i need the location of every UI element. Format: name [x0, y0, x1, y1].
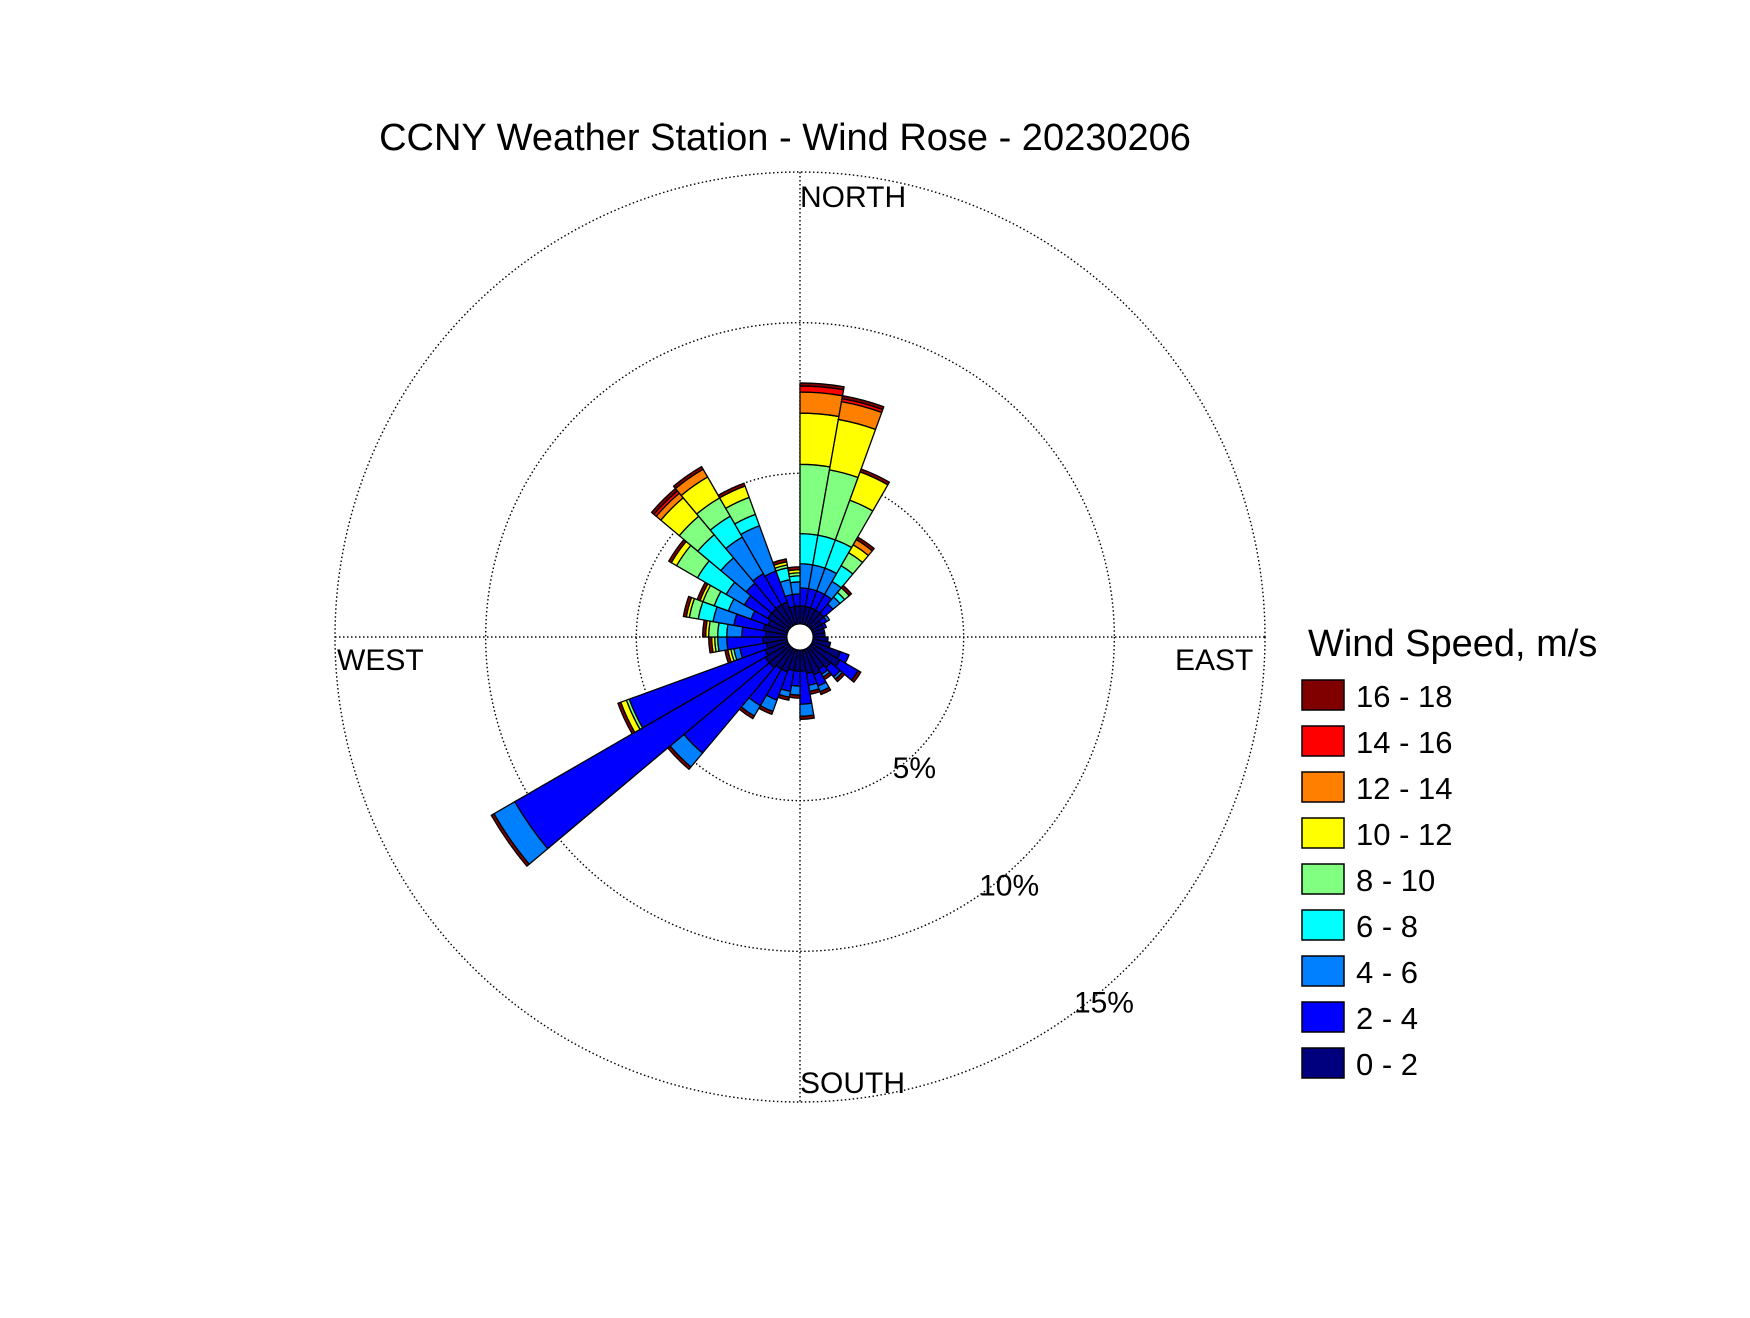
sector-segment: [791, 593, 801, 608]
legend: 16 - 18 14 - 16 12 - 14 10 - 12 8 - 10 6 - 8 4…: [1301, 679, 1453, 1082]
legend-label: 12 - 14: [1356, 771, 1453, 806]
sector-segment: [840, 584, 853, 597]
legend-swatch: [1301, 725, 1345, 757]
sector-segment: [799, 382, 845, 391]
sector-segment: [799, 702, 815, 717]
direction-label-north: NORTH: [800, 181, 906, 214]
legend-label: 8 - 10: [1356, 863, 1435, 898]
sector-segment: [821, 622, 828, 630]
direction-label-east: EAST: [1175, 644, 1253, 677]
direction-label-south: SOUTH: [800, 1067, 905, 1100]
sector-segment: [823, 614, 831, 623]
sector-segment: [859, 468, 891, 486]
sector-segment: [789, 581, 801, 596]
sector-segment: [787, 566, 801, 572]
radial-tick-label: 15%: [1074, 986, 1134, 1019]
legend-swatch: [1301, 679, 1345, 711]
radial-tick-label: 5%: [893, 752, 936, 785]
legend-label: 10 - 12: [1356, 817, 1453, 852]
sector-segment: [772, 558, 788, 566]
direction-label-west: WEST: [337, 644, 424, 677]
legend-label: 2 - 4: [1356, 1001, 1418, 1036]
legend-swatch: [1301, 1047, 1345, 1079]
legend-swatch: [1301, 909, 1345, 941]
legend-label: 0 - 2: [1356, 1047, 1418, 1082]
sector-segment: [834, 671, 846, 683]
wind-rose-sectors: [490, 382, 891, 867]
legend-label: 14 - 16: [1356, 725, 1453, 760]
legend-title: Wind Speed, m/s: [1308, 623, 1597, 665]
legend-swatch: [1301, 863, 1345, 895]
sector-segment: [617, 701, 636, 735]
sector-segment: [850, 669, 862, 683]
legend-label: 16 - 18: [1356, 679, 1453, 714]
sector-segment: [490, 813, 530, 867]
radial-tick-label: 10%: [979, 869, 1039, 902]
sector-segment: [799, 714, 815, 720]
legend-swatch: [1301, 817, 1345, 849]
legend-swatch: [1301, 955, 1345, 987]
sector-segment: [717, 482, 746, 499]
radial-tick-labels: 5% 10% 15%: [893, 752, 1134, 1019]
sector-segment: [682, 595, 693, 618]
sector-segment: [799, 391, 844, 418]
sector-segment: [788, 693, 801, 699]
legend-label: 6 - 8: [1356, 909, 1418, 944]
sector-segment: [855, 536, 875, 552]
sector-segment: [672, 465, 704, 490]
sector-segment: [819, 686, 832, 696]
legend-swatch: [1301, 771, 1345, 803]
grid-ring: [484, 321, 1116, 953]
legend-label: 4 - 6: [1356, 955, 1418, 990]
center-hole: [786, 623, 814, 651]
sector-segment: [841, 395, 885, 411]
chart-title: CCNY Weather Station - Wind Rose - 20230…: [379, 117, 1191, 159]
legend-swatch: [1301, 1001, 1345, 1033]
